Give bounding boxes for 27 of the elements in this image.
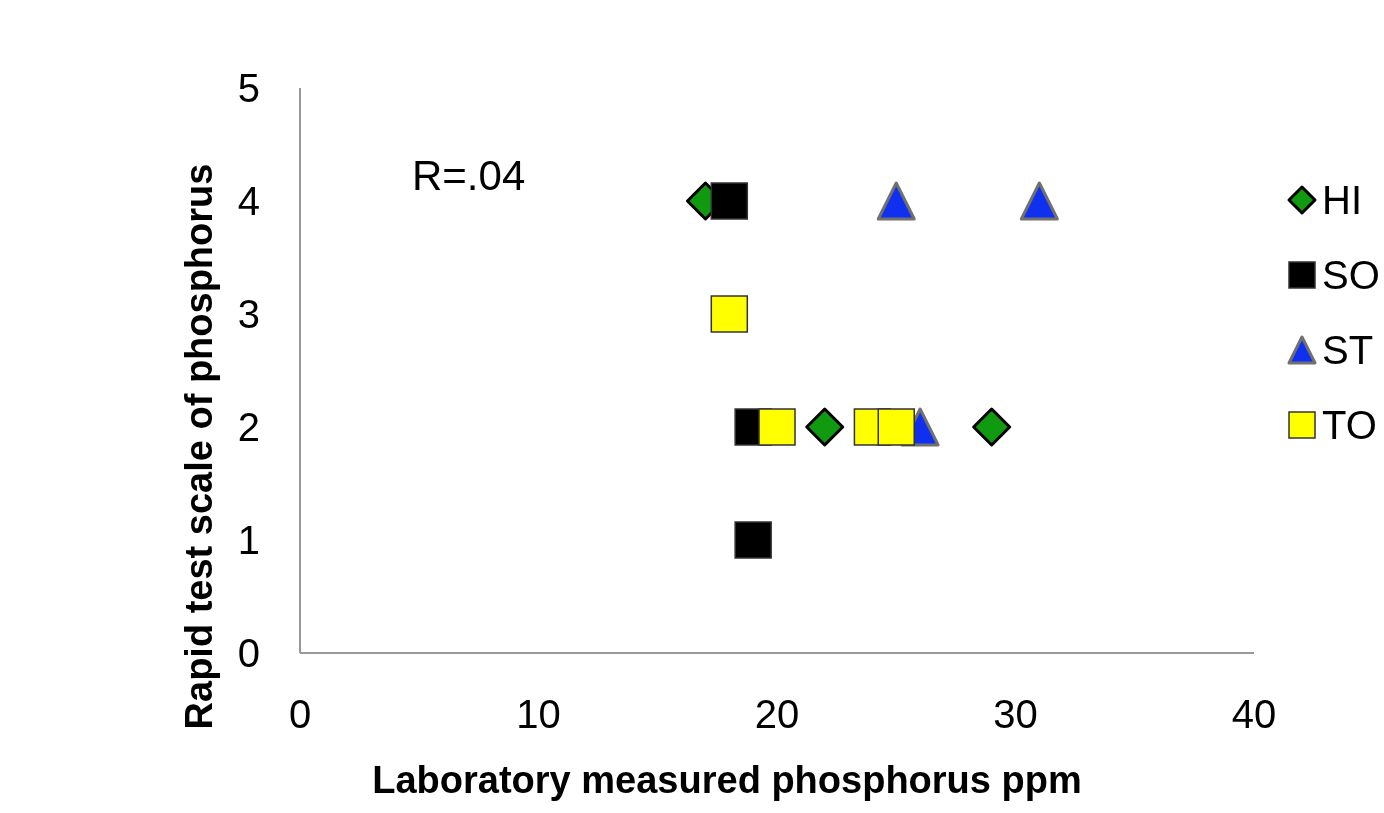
- y-tick-label: 2: [237, 405, 260, 449]
- y-tick-label: 4: [237, 179, 260, 223]
- legend-label: SO: [1322, 253, 1380, 297]
- point: [877, 408, 915, 446]
- point: [1019, 181, 1059, 221]
- x-tick-label: 10: [516, 692, 561, 736]
- x-tick-label: 40: [1231, 692, 1277, 736]
- x-axis-title: Laboratory measured phosphorus ppm: [372, 759, 1082, 801]
- point: [805, 407, 845, 447]
- point: [972, 407, 1012, 447]
- point: [710, 182, 749, 220]
- y-tick-label: 3: [237, 292, 260, 336]
- legend-label: HI: [1322, 178, 1362, 222]
- x-tick-label: 30: [993, 692, 1038, 736]
- legend-label: ST: [1322, 328, 1374, 372]
- legend-label: TO: [1322, 403, 1377, 447]
- point: [734, 521, 772, 559]
- annotation: R=.04: [412, 152, 526, 199]
- x-tick-label: 0: [288, 692, 312, 736]
- y-axis-title: Rapid test scale of phosphorus: [178, 163, 220, 730]
- point: [710, 295, 749, 333]
- point: [758, 408, 796, 446]
- y-tick-label: 0: [237, 631, 260, 675]
- y-tick-label: 5: [237, 66, 260, 110]
- x-tick-label: 20: [754, 692, 800, 736]
- y-tick-label: 1: [237, 518, 260, 562]
- point: [876, 181, 916, 221]
